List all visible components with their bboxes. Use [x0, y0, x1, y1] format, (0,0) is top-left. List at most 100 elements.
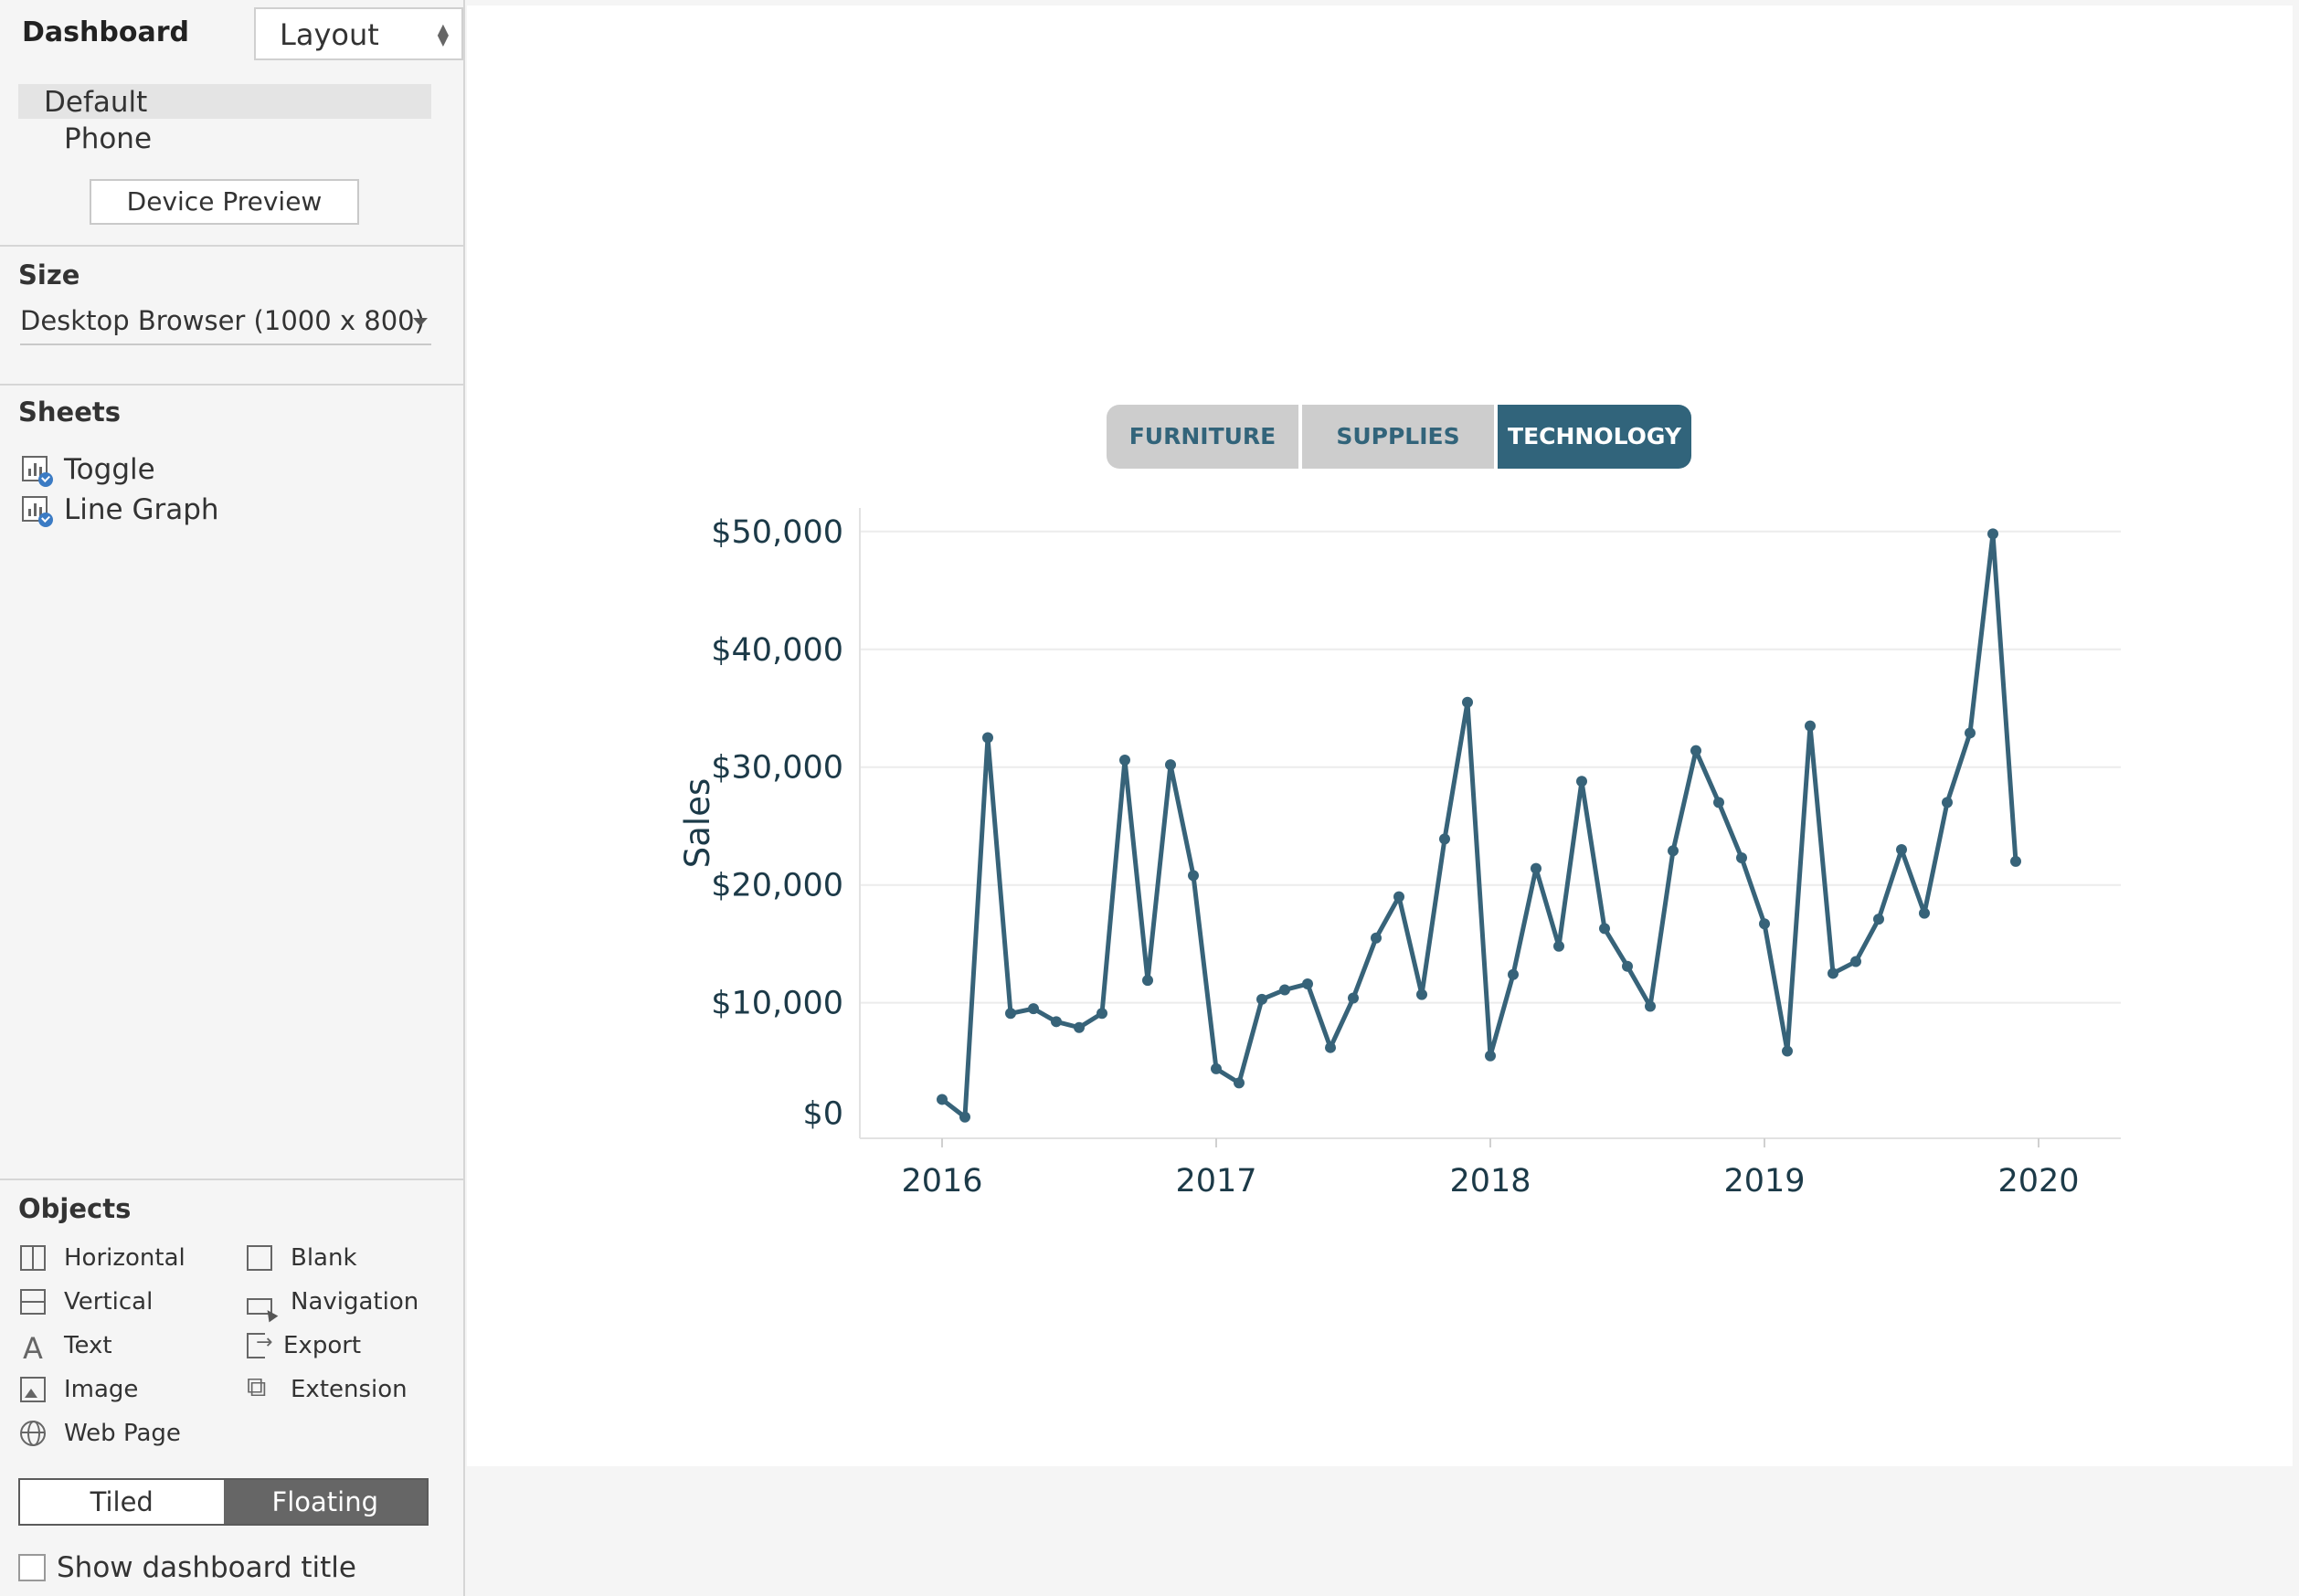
object-navigation[interactable]: Navigation	[247, 1288, 418, 1325]
blank-icon	[247, 1245, 272, 1271]
object-web-page[interactable]: Web Page	[20, 1420, 181, 1456]
section-divider	[0, 245, 465, 247]
check-badge-icon	[38, 513, 53, 527]
data-point	[1987, 528, 1998, 540]
data-point	[982, 732, 993, 744]
object-horizontal[interactable]: Horizontal	[20, 1244, 185, 1281]
data-point	[1165, 759, 1176, 771]
tab-dashboard[interactable]: Dashboard	[22, 16, 189, 48]
data-point	[1531, 862, 1541, 874]
object-blank[interactable]: Blank	[247, 1244, 357, 1281]
data-point	[1119, 755, 1130, 766]
data-point	[959, 1111, 970, 1123]
device-list: Default Phone	[18, 84, 431, 157]
category-toggle: FURNITURE SUPPLIES TECHNOLOGY	[1107, 405, 1691, 469]
vertical-container-icon	[20, 1289, 46, 1315]
sheet-item-line-graph[interactable]: Line Graph	[22, 493, 219, 530]
object-extension[interactable]: Extension	[247, 1371, 408, 1412]
show-title-checkbox[interactable]	[18, 1554, 46, 1581]
floating-button[interactable]: Floating	[223, 1480, 427, 1524]
data-point	[1690, 745, 1701, 756]
sheet-item-label: Line Graph	[64, 493, 219, 526]
globe-icon	[20, 1421, 46, 1446]
object-label: Vertical	[64, 1288, 154, 1316]
toggle-furniture-button[interactable]: FURNITURE	[1107, 405, 1298, 469]
tab-layout[interactable]: Layout ▲ ▼	[254, 7, 463, 60]
device-item-phone[interactable]: Phone	[64, 122, 153, 155]
horizontal-container-icon	[20, 1245, 46, 1271]
object-image[interactable]: Image	[20, 1376, 138, 1412]
sales-line-chart: $0 $10,000 $20,000 $30,000 $40,000 $50,000 201…	[678, 508, 2121, 1200]
data-point	[1599, 923, 1610, 935]
data-point	[1074, 1021, 1085, 1033]
tiled-button[interactable]: Tiled	[20, 1480, 224, 1524]
data-point	[1325, 1041, 1336, 1053]
object-label: Extension	[291, 1376, 408, 1403]
size-dropdown[interactable]: Desktop Browser (1000 x 800)	[20, 303, 431, 345]
data-point	[1439, 833, 1450, 845]
x-tick-label: 2019	[1723, 1163, 1805, 1200]
sidebar-tabs: Dashboard Layout ▲ ▼	[0, 7, 465, 60]
data-point	[1302, 978, 1313, 990]
data-point	[1965, 727, 1976, 739]
y-tick-label: $30,000	[711, 750, 843, 787]
sheet-item-label: Toggle	[64, 453, 155, 486]
object-label: Image	[64, 1376, 139, 1403]
data-point	[1051, 1016, 1062, 1028]
toggle-technology-button[interactable]: TECHNOLOGY	[1498, 405, 1691, 469]
tab-layout-label: Layout	[280, 17, 379, 52]
object-label: Export	[283, 1332, 362, 1359]
device-preview-button[interactable]: Device Preview	[90, 179, 359, 225]
data-point	[1028, 1003, 1039, 1015]
data-point	[1828, 967, 1838, 979]
data-point	[1805, 720, 1816, 732]
x-tick-label: 2020	[1997, 1163, 2079, 1200]
data-point	[1873, 914, 1884, 925]
y-axis-title: Sales	[678, 778, 717, 868]
show-title-label: Show dashboard title	[57, 1551, 356, 1584]
section-divider	[0, 384, 465, 386]
y-tick-label: $10,000	[711, 986, 843, 1022]
data-point	[1371, 932, 1382, 944]
object-vertical[interactable]: Vertical	[20, 1288, 153, 1325]
object-label: Text	[64, 1332, 112, 1359]
data-point	[1782, 1045, 1793, 1057]
data-point	[1005, 1008, 1016, 1020]
toggle-supplies-button[interactable]: SUPPLIES	[1302, 405, 1494, 469]
show-dashboard-title-option[interactable]: Show dashboard title	[18, 1551, 356, 1588]
data-point	[1553, 940, 1564, 952]
object-text[interactable]: A Text	[20, 1332, 112, 1369]
data-point	[1211, 1062, 1222, 1074]
sheet-item-toggle[interactable]: Toggle	[22, 453, 155, 490]
device-item-default[interactable]: Default	[18, 84, 431, 119]
data-point	[2010, 855, 2021, 867]
size-dropdown-value: Desktop Browser (1000 x 800)	[20, 305, 425, 336]
data-point	[1256, 993, 1267, 1005]
object-label: Horizontal	[64, 1244, 185, 1272]
object-label: Web Page	[64, 1420, 181, 1447]
object-export[interactable]: Export	[247, 1331, 362, 1369]
x-tick-label: 2018	[1449, 1163, 1531, 1200]
y-tick-label: $50,000	[711, 514, 843, 551]
y-tick-label: $20,000	[711, 868, 843, 904]
text-icon: A	[23, 1331, 43, 1366]
data-point	[1942, 797, 1953, 809]
data-point	[1576, 776, 1587, 787]
data-point	[1668, 845, 1679, 857]
canvas-top-strip	[467, 0, 2299, 5]
navigation-icon	[247, 1298, 272, 1315]
check-badge-icon	[38, 472, 53, 487]
data-point	[1188, 870, 1199, 882]
data-point	[1393, 891, 1404, 903]
data-point	[1485, 1050, 1496, 1062]
data-point	[1348, 992, 1359, 1004]
dashboard-canvas: FURNITURE SUPPLIES TECHNOLOGY $0 $10,000 $…	[467, 5, 2293, 1466]
section-divider	[0, 1179, 465, 1180]
data-point	[1462, 696, 1473, 708]
canvas-bottom-strip	[467, 1466, 2299, 1596]
dashboard-sidebar: Dashboard Layout ▲ ▼ Default Phone Device…	[0, 0, 465, 1596]
data-point	[1097, 1008, 1107, 1020]
data-point	[1234, 1077, 1245, 1089]
objects-section-title: Objects	[18, 1193, 132, 1224]
data-point	[1645, 1000, 1656, 1012]
